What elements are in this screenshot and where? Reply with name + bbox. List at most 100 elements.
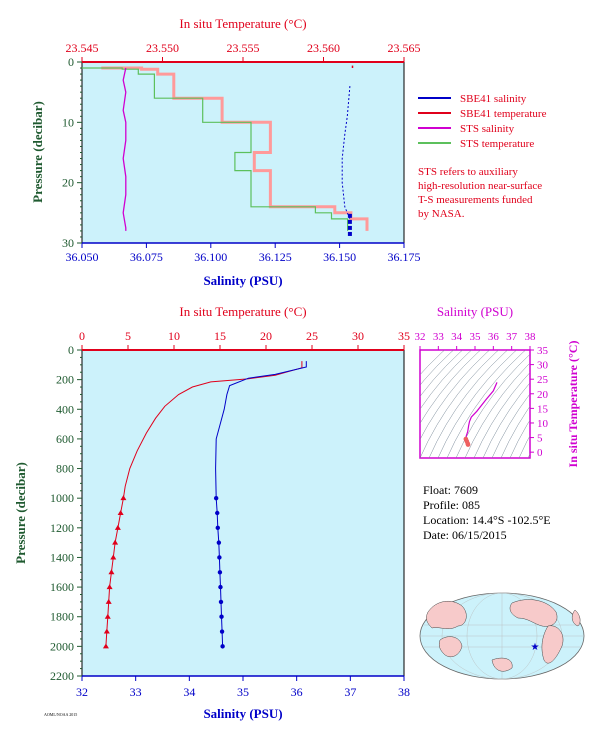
top-temp-axis-title: In situ Temperature (°C) [179, 16, 306, 31]
ts-density-contours [420, 350, 530, 458]
legend-label: STS temperature [460, 138, 534, 150]
salinity-marker [215, 525, 220, 531]
main-temp-tick-label: 30 [352, 329, 364, 343]
sts-note: STS refers to auxiliary high-resolution … [418, 166, 542, 220]
top-series-lines [122, 65, 354, 236]
top-pressure-axis-title: Pressure (decibar) [30, 101, 45, 203]
sts-salinity-right-line [341, 86, 351, 220]
ts-temp-tick-label: 10 [537, 418, 549, 430]
ts-plot-area [419, 349, 531, 459]
top-sal-axis-title: Salinity (PSU) [203, 273, 282, 288]
ts-temp-axis-title: In situ Temperature (°C) [566, 341, 580, 468]
note-line: STS refers to auxiliary [418, 166, 518, 178]
ts-chart: 32 33 34 35 36 37 38 0 5 10 15 20 25 30 35 Salinity (P… [415, 304, 581, 468]
legend-label: SBE41 salinity [460, 93, 527, 105]
density-contour [473, 372, 530, 458]
world-map: ★ [419, 592, 585, 680]
main-temp-tick-label: 35 [398, 329, 410, 343]
main-temp-tick-label: 10 [168, 329, 180, 343]
density-contour [446, 350, 526, 458]
main-pres-tick-label: 1800 [50, 610, 74, 624]
main-temp-tick-label: 20 [260, 329, 272, 343]
top-sal-tick-label: 36.050 [66, 250, 99, 264]
footer-tag: AOML/NOAA 2015 [44, 712, 77, 717]
density-contour [420, 350, 490, 440]
main-salinity-line [215, 361, 307, 647]
temperature-marker [110, 554, 117, 560]
ts-sal-tick-label: 34 [451, 331, 463, 343]
temperature-marker [103, 628, 110, 634]
legend-item-sbe41-salinity: SBE41 salinity [418, 93, 527, 105]
legend-label: STS salinity [460, 123, 515, 135]
main-pressure-axis-title: Pressure (decibar) [13, 462, 28, 564]
main-temp-tick-label: 15 [214, 329, 226, 343]
salinity-marker [216, 540, 222, 545]
top-chart: 23.545 23.550 23.555 23.560 23.565 36.050 36.0… [30, 16, 421, 288]
salinity-marker [219, 614, 224, 619]
main-sal-tick-label: 34 [183, 685, 195, 699]
float-id: Float: 7609 [423, 483, 478, 497]
note-line: by NASA. [418, 208, 465, 220]
density-contour [518, 435, 530, 458]
note-line: T-S measurements funded [418, 194, 533, 206]
legend-item-sts-temperature: STS temperature [418, 138, 534, 150]
map-continents [426, 599, 581, 672]
main-pres-tick-label: 1600 [50, 580, 74, 594]
temperature-marker [114, 524, 121, 530]
top-sts-temperature-trace [82, 66, 369, 231]
top-sal-tick-label: 36.100 [194, 250, 227, 264]
sbe41-salinity-point [347, 219, 352, 224]
sts-salinity-line [122, 67, 127, 231]
main-sal-tick-label: 33 [130, 685, 142, 699]
float-location-marker: ★ [531, 642, 540, 653]
ts-temp-tick-label: 25 [537, 374, 549, 386]
main-pres-tick-label: 200 [56, 373, 74, 387]
main-temp-tick-label: 0 [79, 329, 85, 343]
top-sal-tick-label: 36.175 [388, 250, 421, 264]
legend-label: SBE41 temperature [460, 108, 547, 120]
ts-temp-tick-label: 15 [537, 403, 549, 415]
note-line: high-resolution near-surface [418, 180, 542, 192]
legend-item-sts-salinity: STS salinity [418, 123, 515, 135]
temperature-marker [117, 510, 124, 515]
density-contour [437, 350, 517, 458]
top-sal-tick-label: 36.150 [323, 250, 356, 264]
main-sal-axis-title: Salinity (PSU) [203, 706, 282, 721]
density-contour [491, 393, 530, 458]
top-pres-tick-label: 20 [62, 176, 74, 190]
density-contour [464, 362, 530, 458]
main-temp-axis-title: In situ Temperature (°C) [179, 304, 306, 319]
ts-sal-tick-label: 33 [433, 331, 445, 343]
salinity-marker [213, 495, 219, 501]
main-axes: 0 5 10 15 20 25 30 35 32 33 34 35 36 37 38 0 200 400 600 80… [50, 329, 410, 699]
top-pres-tick-label: 0 [68, 55, 74, 69]
top-pres-tick-label: 10 [62, 115, 74, 129]
temperature-marker [104, 613, 111, 619]
main-series-lines [102, 361, 307, 649]
temperature-marker [112, 539, 119, 545]
main-temperature-line [105, 361, 303, 647]
main-pres-tick-label: 1200 [50, 521, 74, 535]
main-pres-tick-label: 1000 [50, 491, 74, 505]
main-pres-tick-label: 2000 [50, 639, 74, 653]
density-contour [420, 350, 463, 397]
main-pres-tick-label: 2200 [50, 669, 74, 683]
sts-temperature-line [82, 67, 349, 231]
ts-temp-tick-label: 5 [537, 433, 543, 445]
temperature-marker [105, 598, 112, 604]
main-pres-tick-label: 600 [56, 432, 74, 446]
top-temp-tick-label: 23.560 [307, 41, 340, 55]
density-contour [420, 350, 481, 424]
sts-temperature-spread [101, 66, 369, 231]
main-sal-tick-label: 35 [237, 685, 249, 699]
main-sal-tick-label: 32 [76, 685, 88, 699]
sbe41-salinity-point [347, 231, 352, 236]
ts-sal-tick-label: 36 [488, 331, 500, 343]
salinity-marker [217, 555, 222, 560]
ts-temp-tick-label: 0 [537, 447, 543, 459]
location: Location: 14.4°S -102.5°E [423, 513, 551, 527]
ts-temp-tick-label: 30 [537, 360, 549, 372]
float-info: Float: 7609 Profile: 085 Location: 14.4°… [423, 483, 551, 542]
main-temp-tick-label: 25 [306, 329, 318, 343]
